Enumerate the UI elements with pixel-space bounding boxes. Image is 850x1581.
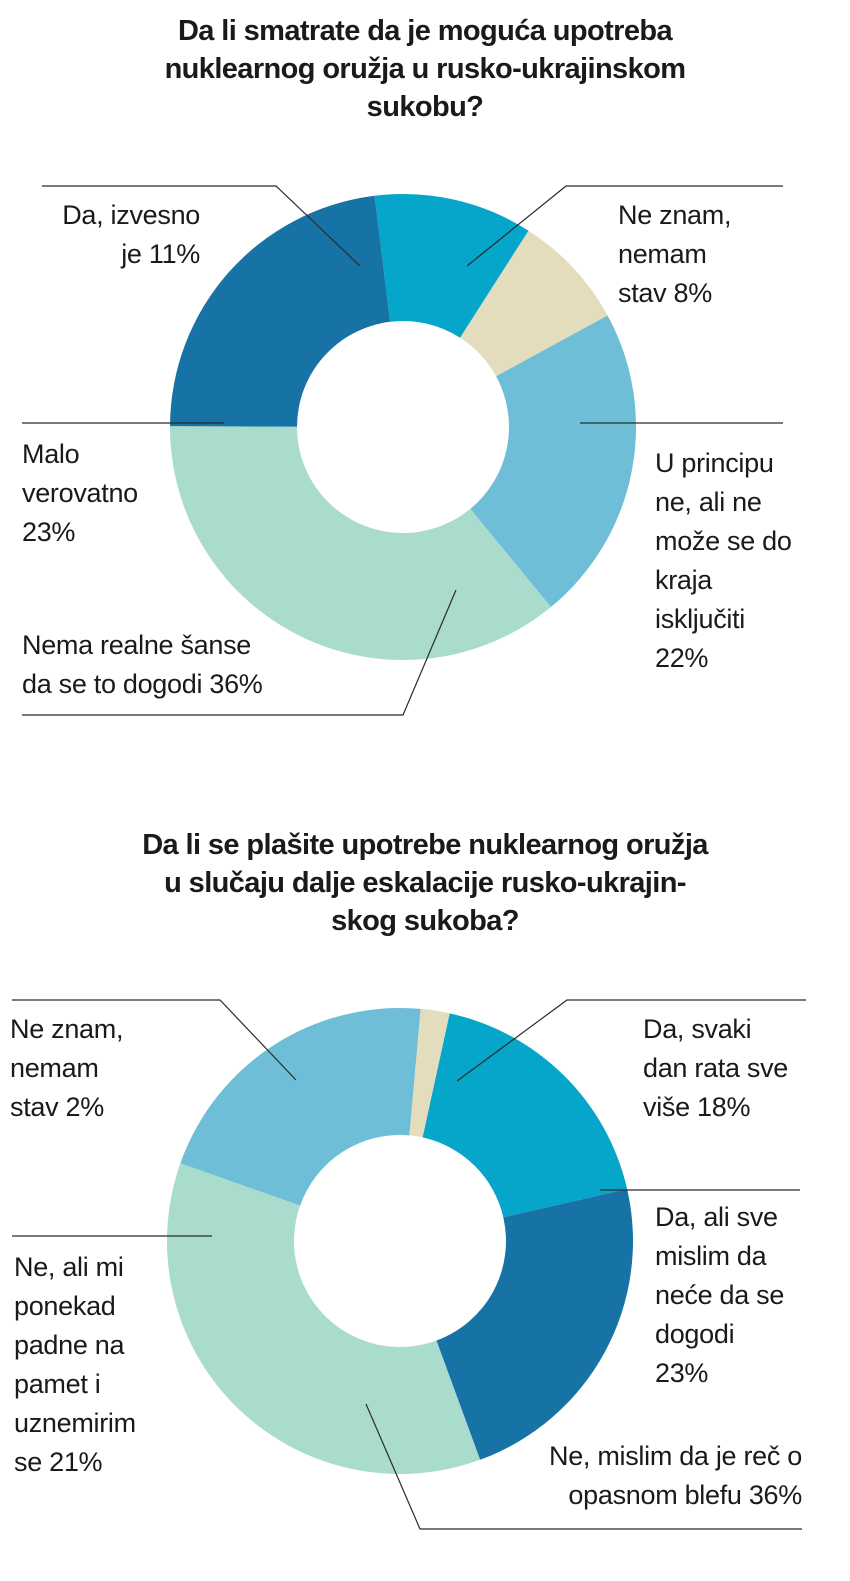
chart-1-slice-2 — [460, 230, 608, 377]
chart-1-label-nema-realne: Nema realne šanse da se to dogodi 36% — [22, 626, 263, 704]
label-line: je 11% — [121, 239, 200, 269]
chart-1-slice-5 — [170, 195, 391, 427]
label-line: da se to dogodi 36% — [22, 669, 263, 699]
label-line: neće da se — [655, 1280, 785, 1310]
chart-1-leader-line-4 — [22, 589, 457, 716]
chart-2-slice-4 — [180, 1007, 421, 1206]
chart-2-leader-line-3 — [365, 1403, 802, 1530]
chart-1-donut — [22, 185, 783, 716]
label-line: isključiti — [655, 604, 746, 634]
chart-2-slice-5 — [409, 1008, 450, 1138]
chart-2-donut — [12, 999, 806, 1530]
label-line: Nema realne šanse — [22, 630, 252, 660]
label-line: 22% — [655, 643, 709, 673]
label-line: verovatno — [22, 478, 138, 508]
label-line: dogodi — [655, 1319, 735, 1349]
chart-1-slice-3 — [470, 315, 636, 608]
chart-2-title-line: u slučaju dalje eskalacije rusko-ukrajin… — [164, 867, 686, 899]
label-line: stav 2% — [10, 1092, 104, 1122]
chart-1-label-malo-verovatno: Malo verovatno 23% — [22, 435, 138, 552]
chart-2-slice-1 — [422, 1013, 628, 1218]
label-line: Ne, mislim da je reč o — [549, 1441, 802, 1471]
chart-2-label-ne-ali-mi: Ne, ali mi ponekad padne na pamet i uzne… — [14, 1248, 136, 1482]
label-line: se 21% — [14, 1447, 103, 1477]
chart-2-leader-line-5 — [12, 999, 297, 1081]
label-line: može se do — [655, 526, 792, 556]
label-line: ponekad — [14, 1291, 116, 1321]
label-line: uznemirim — [14, 1408, 136, 1438]
chart-2-title-line: skog sukoba? — [331, 905, 519, 937]
label-line: Malo — [22, 439, 80, 469]
chart-2-label-da-ali-sve: Da, ali sve mislim da neće da se dogodi … — [655, 1198, 784, 1393]
label-line: Ne znam, — [618, 200, 732, 230]
chart-2-title: Da li se plašite upotrebe nuklearnog oru… — [0, 826, 850, 940]
label-line: U principu — [655, 448, 774, 478]
label-line: opasnom blefu 36% — [568, 1480, 802, 1510]
label-line: Ne, ali mi — [14, 1252, 124, 1282]
label-line: pamet i — [14, 1369, 101, 1399]
chart-2-leader-line-1 — [456, 999, 806, 1082]
chart-1-title-line: nuklearnog oružja u rusko-ukrajinskom — [164, 53, 686, 85]
label-line: Da, ali sve — [655, 1202, 778, 1232]
label-line: Ne znam, — [10, 1014, 124, 1044]
chart-1-label-da-izvesno: Da, izvesno je 11% — [20, 196, 200, 274]
chart-1-slice-1 — [374, 194, 529, 338]
label-line: ne, ali ne — [655, 487, 762, 517]
chart-2-label-da-svaki-dan: Da, svaki dan rata sve više 18% — [643, 1010, 788, 1127]
label-line: 23% — [22, 517, 76, 547]
label-line: stav 8% — [618, 278, 712, 308]
label-line: 23% — [655, 1358, 709, 1388]
chart-2-label-opasni-blef: Ne, mislim da je reč o opasnom blefu 36% — [430, 1437, 802, 1515]
chart-1-slice-4 — [170, 426, 551, 660]
label-line: nemam — [618, 239, 707, 269]
label-line: dan rata sve — [643, 1053, 788, 1083]
label-line: mislim da — [655, 1241, 767, 1271]
chart-1-leader-line-2 — [466, 185, 783, 267]
chart-2-label-ne-znam: Ne znam, nemam stav 2% — [10, 1010, 123, 1127]
label-line: kraja — [655, 565, 713, 595]
chart-1-leader-line-1 — [42, 185, 361, 267]
chart-1-title-line: sukobu? — [366, 91, 484, 123]
chart-2-slice-2 — [436, 1188, 633, 1460]
chart-1-label-ne-znam: Ne znam, nemam stav 8% — [618, 196, 731, 313]
chart-1-label-u-principu: U principu ne, ali ne može se do kraja i… — [655, 444, 792, 678]
label-line: nemam — [10, 1053, 99, 1083]
label-line: više 18% — [643, 1092, 751, 1122]
label-line: Da, svaki — [643, 1014, 752, 1044]
label-line: padne na — [14, 1330, 125, 1360]
chart-2-slice-3 — [166, 1163, 481, 1474]
chart-1-title: Da li smatrate da je moguća upotreba nuk… — [0, 12, 850, 126]
label-line: Da, izvesno — [62, 200, 200, 230]
chart-2-title-line: Da li se plašite upotrebe nuklearnog oru… — [142, 829, 708, 861]
chart-1-title-line: Da li smatrate da je moguća upotreba — [177, 15, 673, 47]
